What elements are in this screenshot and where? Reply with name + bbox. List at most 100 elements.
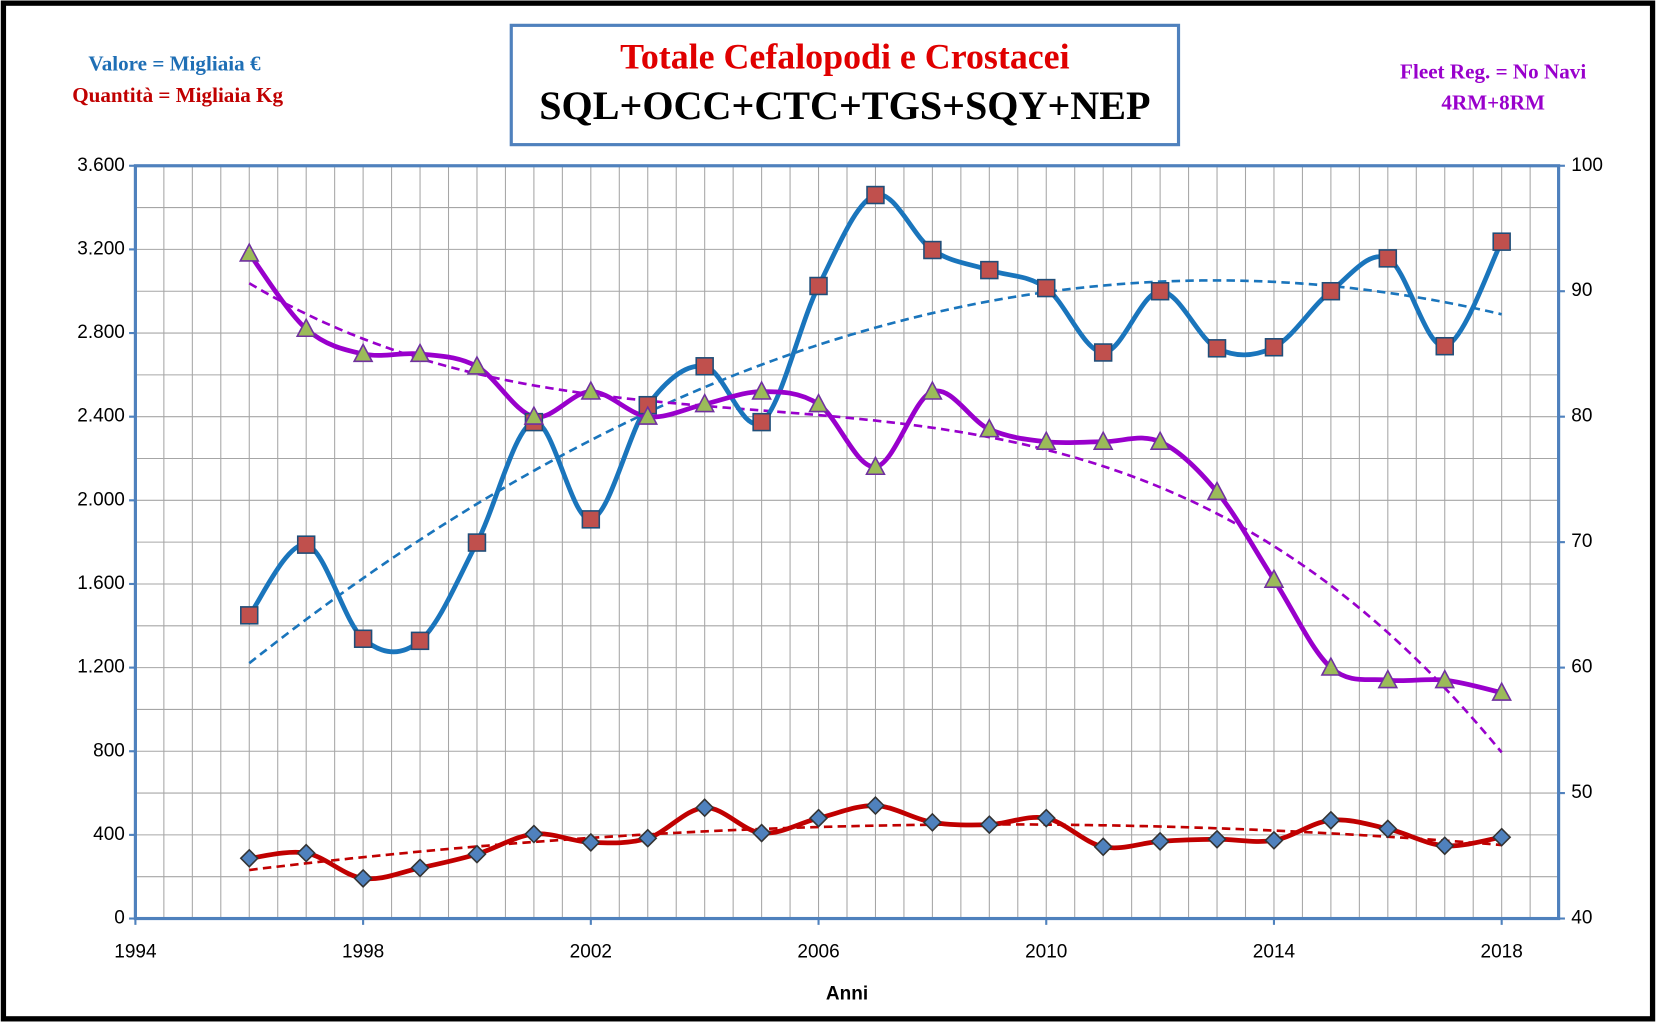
marker bbox=[808, 808, 829, 828]
marker bbox=[1435, 336, 1454, 356]
marker bbox=[353, 868, 373, 888]
marker bbox=[409, 342, 431, 363]
marker bbox=[1092, 430, 1114, 450]
marker bbox=[1435, 836, 1455, 856]
y2-tick-label: 90 bbox=[1571, 280, 1592, 301]
marker bbox=[809, 276, 828, 296]
marker bbox=[296, 535, 316, 554]
marker bbox=[1206, 480, 1228, 501]
marker bbox=[523, 405, 545, 425]
marker bbox=[580, 380, 602, 400]
marker bbox=[1093, 837, 1113, 857]
x-tick-label: 1998 bbox=[342, 941, 384, 962]
marker bbox=[467, 533, 487, 552]
y2-tick-label: 70 bbox=[1571, 531, 1592, 552]
trendline bbox=[248, 282, 1503, 754]
marker bbox=[1492, 232, 1511, 251]
marker bbox=[1491, 681, 1512, 701]
marker bbox=[752, 823, 772, 843]
x-tick-label: 2006 bbox=[797, 941, 839, 962]
marker bbox=[1150, 831, 1170, 851]
marker bbox=[1264, 830, 1284, 850]
marker bbox=[1378, 819, 1398, 839]
x-tick-label: 2018 bbox=[1481, 941, 1523, 962]
x-tick-label: 1994 bbox=[114, 941, 157, 962]
marker bbox=[979, 418, 1000, 438]
marker bbox=[979, 815, 999, 835]
y2-tick-label: 40 bbox=[1571, 908, 1592, 929]
series-line bbox=[247, 192, 1504, 655]
x-axis-label: Anni bbox=[826, 984, 868, 1005]
marker bbox=[1378, 249, 1398, 268]
marker bbox=[295, 317, 317, 338]
title-box bbox=[509, 23, 1181, 147]
trendline bbox=[249, 823, 1502, 872]
y-tick-label: 1.600 bbox=[77, 573, 125, 594]
marker bbox=[1150, 281, 1170, 301]
marker bbox=[695, 798, 715, 818]
marker bbox=[467, 844, 487, 864]
marker bbox=[581, 832, 601, 852]
marker bbox=[410, 631, 430, 651]
y-tick-label: 800 bbox=[93, 740, 125, 761]
y-tick-label: 2.400 bbox=[77, 406, 125, 427]
y-tick-label: 2.000 bbox=[77, 489, 125, 510]
marker bbox=[695, 357, 714, 376]
marker bbox=[808, 392, 829, 413]
marker bbox=[240, 606, 259, 625]
y2-tick-label: 50 bbox=[1571, 782, 1592, 803]
annotation: Quantità = Migliaia Kg bbox=[72, 83, 283, 107]
marker bbox=[923, 240, 942, 260]
marker bbox=[866, 185, 885, 205]
marker bbox=[1037, 278, 1056, 298]
marker bbox=[980, 260, 999, 280]
annotation: Valore = Migliaia € bbox=[88, 51, 261, 75]
marker bbox=[922, 812, 942, 832]
trendline bbox=[248, 279, 1502, 665]
marker bbox=[865, 796, 886, 816]
y2-tick-label: 60 bbox=[1571, 657, 1592, 678]
marker bbox=[239, 848, 259, 868]
marker bbox=[581, 510, 601, 529]
marker bbox=[1434, 668, 1456, 689]
marker bbox=[296, 843, 316, 863]
marker bbox=[466, 355, 488, 375]
marker bbox=[353, 629, 373, 648]
marker bbox=[524, 824, 544, 844]
marker bbox=[1320, 656, 1342, 676]
marker bbox=[694, 392, 715, 413]
annotation: Fleet Reg. = No Navi bbox=[1400, 60, 1586, 84]
x-tick-label: 2002 bbox=[570, 941, 612, 962]
x-tick-label: 2014 bbox=[1253, 941, 1296, 962]
marker bbox=[1321, 281, 1341, 301]
chart-subtitle: SQL+OCC+CTC+TGS+SQY+NEP bbox=[539, 83, 1150, 128]
marker bbox=[1035, 430, 1057, 450]
y-tick-label: 0 bbox=[114, 908, 125, 929]
marker bbox=[352, 342, 374, 363]
marker bbox=[1377, 668, 1399, 689]
marker bbox=[1263, 568, 1285, 588]
y-tick-label: 2.800 bbox=[77, 322, 125, 343]
marker bbox=[1264, 338, 1284, 357]
marker bbox=[752, 412, 771, 432]
marker bbox=[1321, 810, 1341, 830]
y2-tick-label: 100 bbox=[1571, 155, 1603, 176]
annotation: 4RM+8RM bbox=[1441, 90, 1545, 114]
chart-title: Totale Cefalopodi e Crostacei bbox=[620, 36, 1069, 76]
marker bbox=[1093, 343, 1113, 362]
marker bbox=[638, 828, 658, 848]
marker bbox=[922, 380, 943, 400]
marker bbox=[1492, 827, 1512, 847]
marker bbox=[637, 405, 659, 425]
marker bbox=[238, 242, 260, 262]
y2-tick-label: 80 bbox=[1571, 406, 1592, 427]
marker bbox=[865, 455, 886, 476]
y-tick-label: 400 bbox=[93, 824, 125, 845]
marker bbox=[1207, 339, 1227, 358]
marker bbox=[410, 858, 430, 878]
y-tick-label: 3.200 bbox=[77, 238, 125, 259]
marker bbox=[751, 380, 772, 400]
x-tick-label: 2010 bbox=[1025, 941, 1067, 962]
